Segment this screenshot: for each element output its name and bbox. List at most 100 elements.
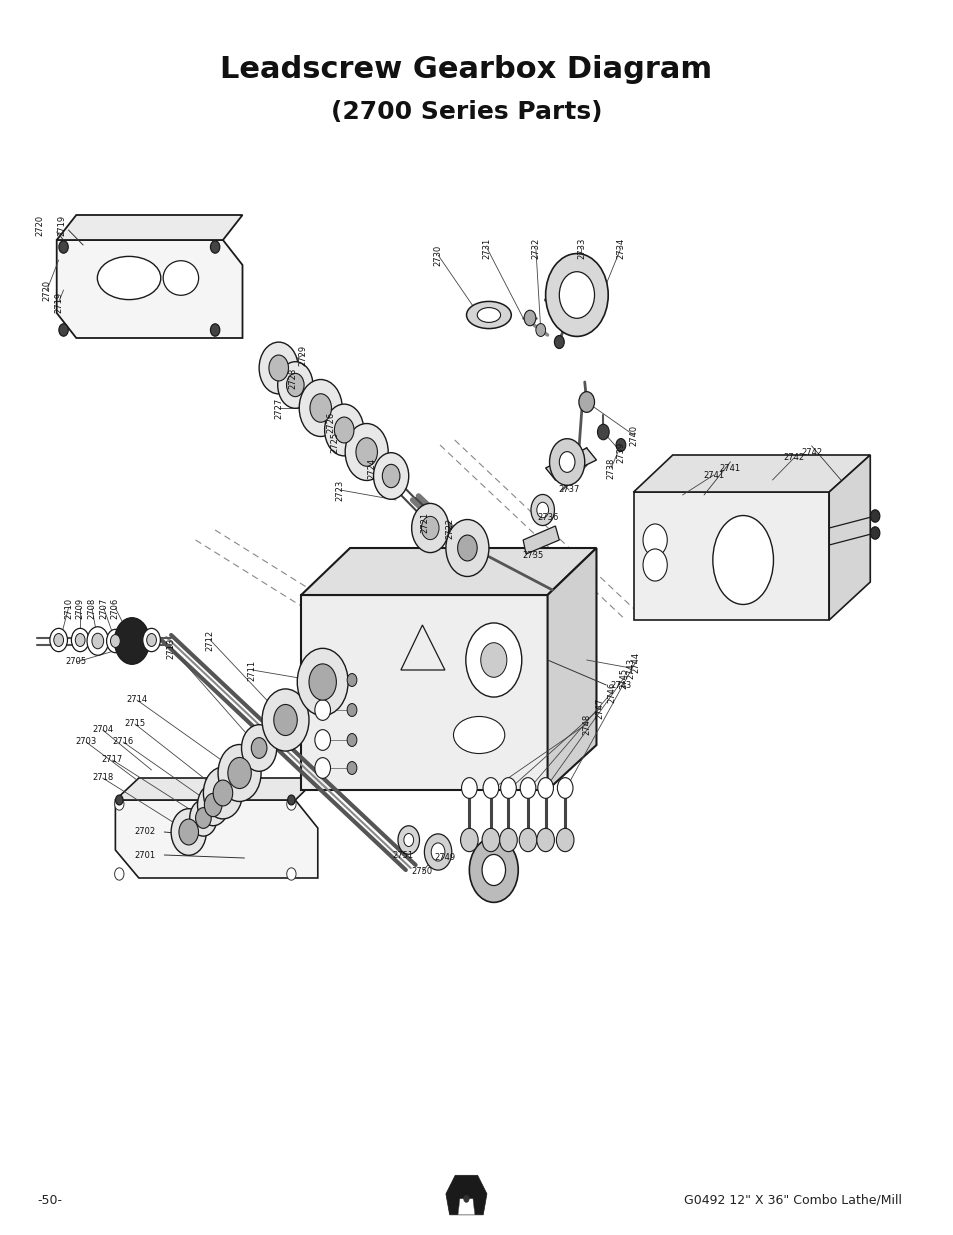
Text: 2736: 2736 — [537, 514, 558, 522]
Text: 2726: 2726 — [326, 411, 335, 432]
Circle shape — [71, 629, 89, 652]
Ellipse shape — [476, 308, 500, 322]
Polygon shape — [115, 800, 317, 878]
Circle shape — [107, 630, 124, 652]
Circle shape — [87, 626, 109, 656]
Text: 2714: 2714 — [126, 695, 148, 704]
Polygon shape — [56, 215, 242, 240]
Circle shape — [869, 510, 879, 522]
Polygon shape — [545, 448, 596, 480]
Text: G0492 12" X 36" Combo Lathe/Mill: G0492 12" X 36" Combo Lathe/Mill — [683, 1193, 902, 1207]
Circle shape — [347, 734, 356, 746]
Circle shape — [115, 795, 123, 805]
Circle shape — [558, 452, 575, 472]
Ellipse shape — [453, 716, 504, 753]
Ellipse shape — [163, 261, 198, 295]
Text: 2741: 2741 — [702, 471, 723, 479]
Circle shape — [211, 324, 219, 336]
Circle shape — [59, 324, 69, 336]
Text: 2718: 2718 — [91, 773, 113, 783]
Text: 2707: 2707 — [99, 598, 108, 619]
Circle shape — [616, 438, 625, 452]
Circle shape — [114, 868, 124, 881]
Circle shape — [403, 834, 414, 846]
Text: 2724: 2724 — [367, 457, 375, 479]
Text: 2712: 2712 — [206, 630, 214, 651]
Circle shape — [143, 629, 160, 652]
Text: 2740: 2740 — [628, 425, 638, 446]
Circle shape — [314, 757, 330, 778]
Polygon shape — [547, 548, 596, 790]
Text: 2744: 2744 — [631, 651, 639, 673]
Circle shape — [558, 272, 594, 319]
Circle shape — [556, 829, 574, 852]
Text: 2709: 2709 — [75, 598, 85, 619]
Circle shape — [355, 437, 377, 467]
Circle shape — [297, 648, 348, 715]
Text: -50-: -50- — [37, 1193, 62, 1207]
Circle shape — [114, 618, 150, 664]
Polygon shape — [633, 492, 828, 620]
Text: 2750: 2750 — [412, 867, 433, 877]
Polygon shape — [828, 454, 869, 620]
Circle shape — [481, 829, 499, 852]
Text: 2710: 2710 — [64, 598, 72, 619]
Circle shape — [431, 844, 444, 861]
Circle shape — [642, 524, 666, 556]
Text: 2703: 2703 — [75, 737, 96, 746]
Circle shape — [75, 634, 85, 646]
Circle shape — [460, 829, 477, 852]
Circle shape — [461, 778, 476, 798]
Circle shape — [545, 253, 608, 336]
Text: 2743: 2743 — [610, 680, 631, 689]
Circle shape — [310, 394, 331, 422]
Circle shape — [269, 354, 288, 380]
Circle shape — [869, 527, 879, 540]
Text: 2702: 2702 — [134, 827, 155, 836]
Circle shape — [277, 362, 313, 409]
Circle shape — [111, 635, 120, 647]
Circle shape — [499, 829, 517, 852]
Circle shape — [412, 504, 448, 552]
Circle shape — [481, 855, 505, 885]
Circle shape — [465, 622, 521, 697]
Circle shape — [147, 634, 156, 646]
Circle shape — [91, 634, 104, 648]
Ellipse shape — [466, 301, 511, 329]
Circle shape — [287, 868, 295, 881]
Circle shape — [463, 1195, 469, 1203]
Text: 2734: 2734 — [616, 237, 625, 258]
Circle shape — [59, 241, 69, 253]
Polygon shape — [115, 778, 317, 800]
Circle shape — [424, 834, 452, 871]
Text: 2713: 2713 — [167, 637, 175, 658]
Text: (2700 Series Parts): (2700 Series Parts) — [331, 100, 601, 124]
Circle shape — [53, 634, 64, 646]
Ellipse shape — [712, 515, 773, 604]
Text: 2719: 2719 — [57, 215, 66, 236]
Circle shape — [537, 778, 553, 798]
Text: 2720: 2720 — [35, 215, 44, 236]
Text: 2739: 2739 — [616, 441, 625, 463]
Circle shape — [262, 689, 309, 751]
Circle shape — [557, 778, 573, 798]
Circle shape — [519, 778, 536, 798]
Circle shape — [314, 700, 330, 720]
Circle shape — [335, 417, 354, 443]
Circle shape — [421, 516, 438, 540]
Circle shape — [259, 342, 298, 394]
Circle shape — [597, 425, 609, 440]
Circle shape — [554, 336, 563, 348]
Text: 2731: 2731 — [482, 237, 491, 258]
Circle shape — [299, 379, 342, 436]
Text: 2732: 2732 — [531, 237, 539, 258]
Text: 2711: 2711 — [248, 659, 256, 680]
Circle shape — [203, 767, 242, 819]
Circle shape — [286, 373, 304, 396]
Text: Leadscrew Gearbox Diagram: Leadscrew Gearbox Diagram — [220, 56, 712, 84]
Circle shape — [578, 391, 594, 412]
Text: 2705: 2705 — [66, 657, 87, 667]
Circle shape — [195, 808, 211, 829]
Text: 2729: 2729 — [298, 345, 307, 366]
Circle shape — [204, 793, 222, 816]
